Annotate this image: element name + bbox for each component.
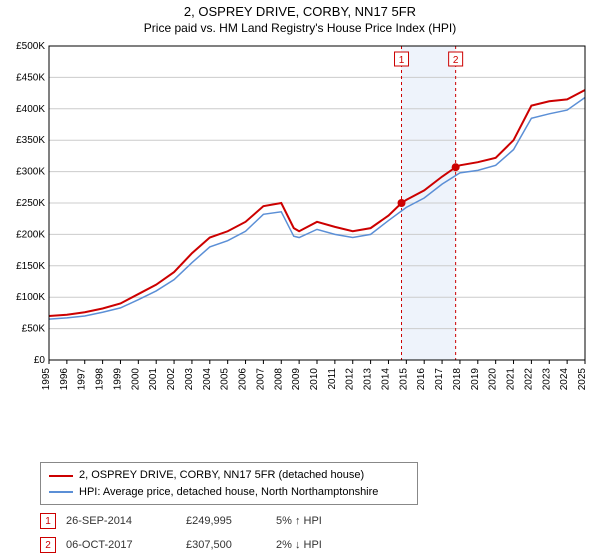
transaction-hpi: 2% ↓ HPI [276, 539, 356, 551]
svg-text:2024: 2024 [559, 368, 570, 391]
svg-text:2019: 2019 [470, 368, 481, 391]
svg-text:1998: 1998 [95, 368, 106, 391]
svg-text:2009: 2009 [291, 368, 302, 391]
svg-text:£100K: £100K [16, 293, 45, 304]
svg-text:2005: 2005 [220, 368, 231, 391]
transaction-marker: 2 [40, 537, 56, 553]
legend-swatch-2 [49, 491, 73, 493]
transaction-date: 06-OCT-2017 [66, 539, 176, 551]
transaction-price: £249,995 [186, 515, 266, 527]
svg-text:£400K: £400K [16, 104, 45, 115]
svg-text:2018: 2018 [452, 368, 463, 391]
svg-text:2011: 2011 [327, 368, 338, 390]
svg-text:2016: 2016 [416, 368, 427, 391]
svg-text:£150K: £150K [16, 261, 45, 272]
svg-text:2: 2 [453, 55, 459, 66]
legend-label-2: HPI: Average price, detached house, Nort… [79, 484, 378, 501]
svg-text:£0: £0 [34, 355, 46, 366]
svg-text:2012: 2012 [345, 368, 356, 391]
svg-text:2002: 2002 [166, 368, 177, 391]
svg-text:2020: 2020 [488, 368, 499, 391]
svg-text:1: 1 [399, 55, 405, 66]
chart-svg: £0 £50K £100K £150K £200K £250K £300K £350K £400… [5, 40, 595, 410]
svg-text:2008: 2008 [273, 368, 284, 391]
svg-text:2015: 2015 [398, 368, 409, 391]
svg-text:2010: 2010 [309, 368, 320, 391]
svg-text:£500K: £500K [16, 41, 45, 52]
transaction-list: 1 26-SEP-2014 £249,995 5% ↑ HPI 2 06-OCT-2017… [0, 513, 600, 553]
svg-text:1997: 1997 [77, 368, 88, 391]
svg-text:1999: 1999 [112, 368, 123, 391]
page-subtitle: Price paid vs. HM Land Registry's House … [0, 21, 600, 37]
transaction-price: £307,500 [186, 539, 266, 551]
svg-text:2004: 2004 [202, 368, 213, 391]
svg-text:2023: 2023 [541, 368, 552, 391]
svg-text:2003: 2003 [184, 368, 195, 391]
svg-text:2000: 2000 [130, 368, 141, 391]
svg-text:2013: 2013 [363, 368, 374, 391]
svg-text:2021: 2021 [506, 368, 517, 391]
svg-text:2022: 2022 [523, 368, 534, 391]
price-chart: £0 £50K £100K £150K £200K £250K £300K £350K £400… [5, 40, 595, 410]
svg-text:1995: 1995 [41, 368, 52, 391]
svg-text:2014: 2014 [380, 368, 391, 391]
svg-text:£350K: £350K [16, 136, 45, 147]
svg-text:2007: 2007 [255, 368, 266, 391]
legend-label-1: 2, OSPREY DRIVE, CORBY, NN17 5FR (detach… [79, 467, 364, 484]
svg-text:2006: 2006 [238, 368, 249, 391]
svg-text:£200K: £200K [16, 230, 45, 241]
svg-text:£50K: £50K [22, 324, 46, 335]
transaction-date: 26-SEP-2014 [66, 515, 176, 527]
svg-text:2025: 2025 [577, 368, 588, 391]
legend-swatch-1 [49, 475, 73, 477]
svg-text:£300K: £300K [16, 167, 45, 178]
page-title: 2, OSPREY DRIVE, CORBY, NN17 5FR [0, 4, 600, 21]
transaction-row: 1 26-SEP-2014 £249,995 5% ↑ HPI [40, 513, 600, 529]
transaction-row: 2 06-OCT-2017 £307,500 2% ↓ HPI [40, 537, 600, 553]
svg-text:2001: 2001 [148, 368, 159, 391]
svg-text:1996: 1996 [59, 368, 70, 391]
transaction-hpi: 5% ↑ HPI [276, 515, 356, 527]
legend: 2, OSPREY DRIVE, CORBY, NN17 5FR (detach… [40, 462, 418, 505]
svg-text:2017: 2017 [434, 368, 445, 391]
svg-text:£250K: £250K [16, 198, 45, 209]
svg-text:£450K: £450K [16, 73, 45, 84]
transaction-marker: 1 [40, 513, 56, 529]
